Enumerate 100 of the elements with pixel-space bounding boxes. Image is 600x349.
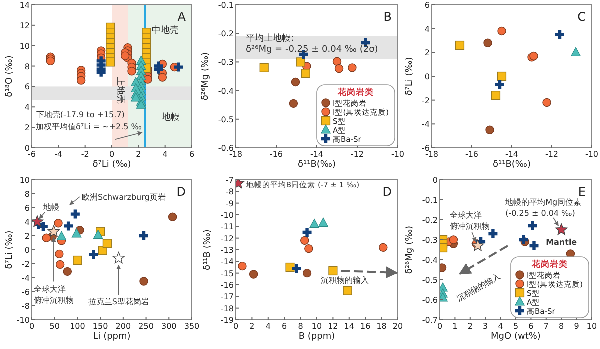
point [131, 92, 141, 102]
annotation: Mantle [546, 238, 578, 247]
x-tick-label: -10 [585, 150, 599, 159]
y-tick-label: -0.3 [218, 58, 234, 68]
point [496, 80, 504, 90]
y-tick-label: 6 [424, 1, 430, 10]
point [310, 219, 320, 228]
x-tick-label: 2 [468, 322, 473, 331]
band-label: 上地壳 [115, 77, 126, 104]
text: D [382, 185, 392, 199]
x-tick-label: 4 [266, 322, 271, 331]
x-tick-label: 14 [344, 322, 354, 331]
y-tick-label: -8 [22, 302, 30, 311]
point [328, 266, 338, 276]
legend-title: 花岗岩类 [531, 259, 568, 270]
y-tick-label: -9 [226, 199, 234, 208]
legend-title: 花岗岩类 [337, 87, 374, 98]
y-tick-label: -12 [220, 234, 234, 244]
point [120, 52, 130, 60]
x-tick-label: 8 [559, 322, 564, 331]
point [106, 58, 116, 67]
x-tick-label: 10 [586, 322, 598, 331]
annotation: 沉积物的输入 [456, 272, 502, 304]
chart-title: A [178, 10, 187, 24]
x-tick-label: -14 [505, 150, 519, 159]
x-axis-title: B (ppm) [298, 332, 336, 342]
y-tick-label: -0.3 [422, 236, 438, 245]
x-tick-label: 0 [109, 150, 115, 159]
point [301, 69, 310, 78]
y-tick-label: -15 [220, 269, 234, 278]
x-tick-label: 12 [328, 322, 338, 331]
y-tick-label: -7 [226, 176, 234, 185]
y-tick-label: 4 [424, 24, 430, 34]
y-tick-label: -6 [22, 288, 30, 297]
point [55, 250, 64, 259]
y-tick-label: -4 [22, 274, 30, 283]
x-tick-label: -12 [350, 150, 364, 159]
chart-title: C [578, 10, 586, 24]
point [292, 264, 302, 274]
x-tick-label: -16 [270, 150, 284, 159]
y-tick-label: 12 [20, 21, 30, 30]
point [530, 242, 539, 250]
point [112, 252, 125, 264]
point [497, 72, 507, 82]
y-tick-label: -6 [422, 144, 430, 153]
point [158, 73, 168, 82]
y-axis-title: δ⁷Li (‰) [405, 57, 415, 96]
point [42, 234, 51, 242]
annotation: 加权平均值δ⁷Li = ~+2.5 ‰ [36, 122, 142, 132]
y-tick-label: -0.1 [422, 196, 438, 205]
x-tick-label: 18 [376, 322, 387, 331]
y-tick-label: -0.1 [218, 1, 234, 10]
y-tick-label: -8 [226, 188, 234, 197]
point [140, 232, 148, 240]
point [449, 236, 458, 244]
point [571, 47, 581, 56]
x-axis-title: δ¹¹B(‰) [298, 160, 336, 170]
point [334, 64, 344, 74]
point [46, 56, 56, 66]
annotation: 全球大洋俯冲沉积物 [34, 284, 74, 305]
point [89, 250, 98, 260]
x-tick-label: 4 [162, 150, 168, 159]
x-tick-label: 16 [360, 322, 371, 331]
x-tick-label: 300 [162, 322, 177, 331]
x-tick-label: 8 [298, 322, 304, 331]
y-tick-label: -18 [220, 304, 234, 314]
y-tick-label: 0 [24, 246, 30, 255]
annotation: 地幔 [42, 203, 60, 212]
y-tick-label: 2 [24, 232, 30, 241]
point [56, 260, 65, 270]
x-tick-label: 4 [498, 322, 504, 331]
x-tick-label: 5 [513, 322, 519, 331]
x-tick-label: -10 [391, 150, 405, 159]
x-tick-label: 3 [483, 322, 488, 331]
point [136, 100, 146, 109]
x-tick-label: -14 [310, 150, 324, 159]
point [491, 91, 501, 100]
annotation: 欧洲Schwarzburg页岩 [82, 193, 166, 202]
point [556, 30, 564, 40]
y-tick-label: 0 [432, 176, 438, 185]
annotation: 全球大洋俯冲沉积物 [450, 211, 490, 231]
y-tick-label: 2 [24, 124, 30, 133]
y-tick-label: -19 [220, 316, 234, 325]
point [455, 40, 465, 50]
y-tick-label: -14 [220, 258, 234, 267]
y-axis-title: δ²⁶Mg (‰) [201, 52, 211, 101]
y-tick-label: -0.6 [218, 144, 234, 153]
point [318, 218, 328, 227]
x-tick-label: -16 [465, 150, 479, 159]
x-tick-label: 100 [70, 322, 86, 331]
y-tick-label: -10 [220, 211, 234, 220]
point [484, 38, 492, 48]
band-label: 中地壳 [152, 25, 179, 36]
x-axis-title: Li (ppm) [93, 332, 131, 342]
x-tick-label: 1 [452, 322, 458, 331]
y-tick-label: 0 [424, 72, 430, 82]
x-tick-label: 7 [544, 322, 549, 331]
chart-title: D [176, 185, 186, 199]
point [300, 236, 310, 246]
point [302, 268, 312, 278]
